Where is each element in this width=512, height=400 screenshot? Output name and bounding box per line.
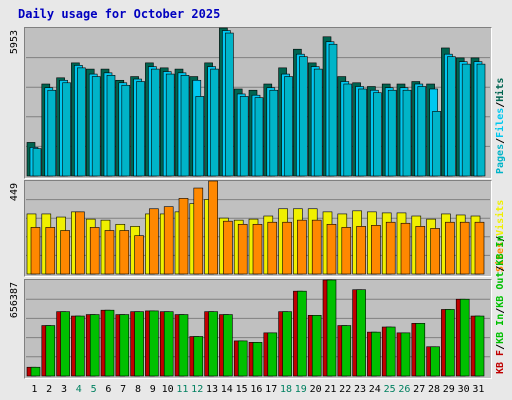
day-label: 28 [428, 384, 440, 395]
day-label: 27 [413, 384, 425, 395]
chart-title: Daily usage for October 2025 [18, 7, 221, 21]
legend-entry: Visits [494, 200, 506, 236]
legend-entry: / [495, 344, 506, 350]
legend-entry: KB F [495, 350, 506, 374]
day-label: 22 [339, 384, 351, 395]
day-label: 8 [135, 384, 141, 395]
legend-entry: / [495, 266, 506, 272]
day-label: 29 [443, 384, 455, 395]
day-label: 10 [162, 384, 174, 395]
day-label: 18 [280, 384, 292, 395]
day-label: 21 [324, 384, 336, 395]
day-label: 1 [31, 384, 37, 395]
day-label: 17 [265, 384, 277, 395]
y-axis-max-label: 5953 [9, 30, 20, 54]
y-axis-max-label: 656387 [9, 282, 20, 318]
day-label: 6 [105, 384, 111, 395]
legend-entry: / [495, 236, 506, 242]
day-label: 9 [150, 384, 156, 395]
day-label: 13 [206, 384, 218, 395]
legend: Pages/Files/Hits [494, 78, 506, 174]
legend: Sites/Visits [494, 200, 506, 272]
day-label: 24 [369, 384, 381, 395]
day-label: 31 [472, 384, 484, 395]
day-label: 19 [295, 384, 307, 395]
legend-entry: KB Out [495, 272, 506, 308]
legend-entry: / [495, 102, 506, 108]
legend-entry: Sites [494, 242, 506, 272]
legend-entry: Pages [495, 144, 506, 174]
day-label: 5 [91, 384, 97, 395]
legend-entry: Files [494, 108, 506, 138]
day-label: 16 [250, 384, 262, 395]
hits-files-pages-panel [24, 27, 492, 179]
day-label: 23 [354, 384, 366, 395]
day-label: 11 [176, 384, 188, 395]
day-label: 4 [76, 384, 82, 395]
day-label: 2 [46, 384, 52, 395]
day-label: 30 [458, 384, 470, 395]
legend-entry: KB In [495, 314, 506, 344]
legend-entry: KB In [495, 235, 506, 265]
kb-in-out-panel [24, 279, 492, 379]
day-label: 15 [236, 384, 248, 395]
legend-entry: / [495, 308, 506, 314]
day-label: 7 [120, 384, 126, 395]
y-axis-max-label: 449 [9, 183, 20, 201]
legend: KB F/KB In/KB Out/KB In [495, 235, 506, 374]
day-label: 12 [191, 384, 203, 395]
day-label: 25 [384, 384, 396, 395]
day-label: 26 [398, 384, 410, 395]
visits-sites-panel [24, 180, 492, 277]
day-label: 14 [221, 384, 233, 395]
legend-entry: Hits [494, 78, 506, 102]
day-label: 20 [310, 384, 322, 395]
day-label: 3 [61, 384, 67, 395]
legend-entry: / [495, 138, 506, 144]
